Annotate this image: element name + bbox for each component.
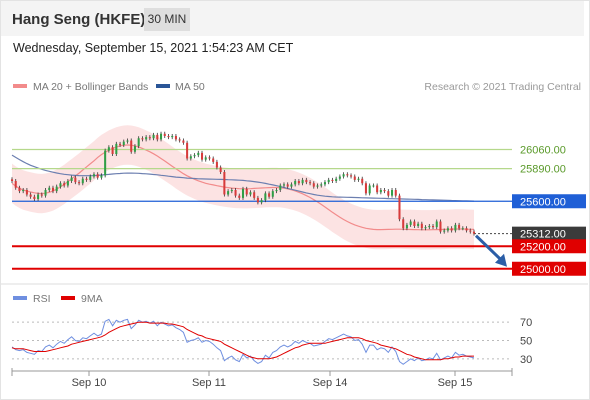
symbol-title: Hang Seng (HKFE) <box>12 11 146 28</box>
timestamp-label: Wednesday, September 15, 2021 1:54:23 AM… <box>13 41 294 55</box>
timeframe-button[interactable]: 30 MIN <box>144 8 190 31</box>
chart-header: Hang Seng (HKFE) 30 MIN <box>1 1 584 36</box>
